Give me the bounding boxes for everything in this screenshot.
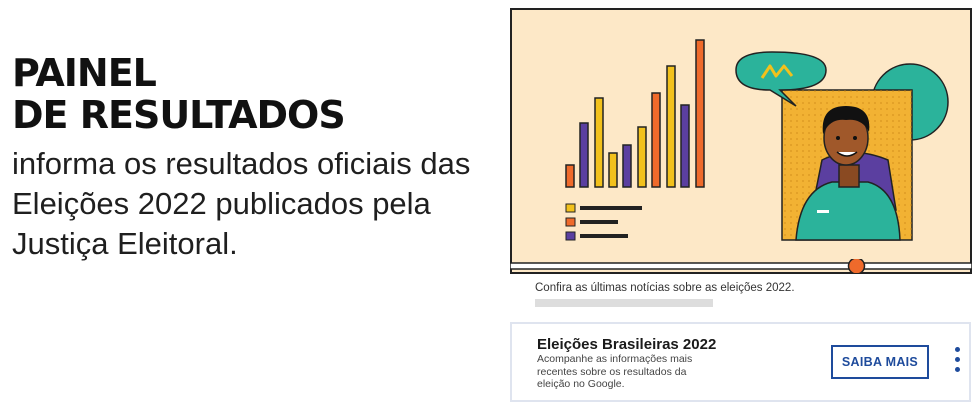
progress-scrubber-handle[interactable] [847,259,866,273]
election-illustration [565,39,949,241]
person-portrait [781,89,913,241]
video-caption: Confira as últimas notícias sobre as ele… [535,282,795,294]
more-vertical-icon[interactable] [952,347,962,375]
info-card: Eleições Brasileiras 2022 Acompanhe as i… [510,322,971,402]
video-progress-bar[interactable] [510,259,972,273]
illustration-bar-chart [565,39,705,188]
card-title: Eleições Brasileiras 2022 [537,336,717,353]
saiba-mais-button[interactable]: SAIBA MAIS [831,345,929,379]
speech-bubble-icon [735,51,827,107]
illustration-legend [565,203,642,241]
hero-description: informa os resultados oficiais das Eleiç… [12,146,471,261]
video-player[interactable] [510,8,972,274]
card-description: Acompanhe as informações mais recentes s… [537,353,693,390]
title-line-2: DE RESULTADOS [12,93,346,137]
hero-section: PAINEL DE RESULTADOS informa os resultad… [12,52,482,264]
caption-placeholder-bar [535,299,713,307]
page-title: PAINEL DE RESULTADOS [12,52,482,136]
title-line-1: PAINEL [12,51,157,95]
